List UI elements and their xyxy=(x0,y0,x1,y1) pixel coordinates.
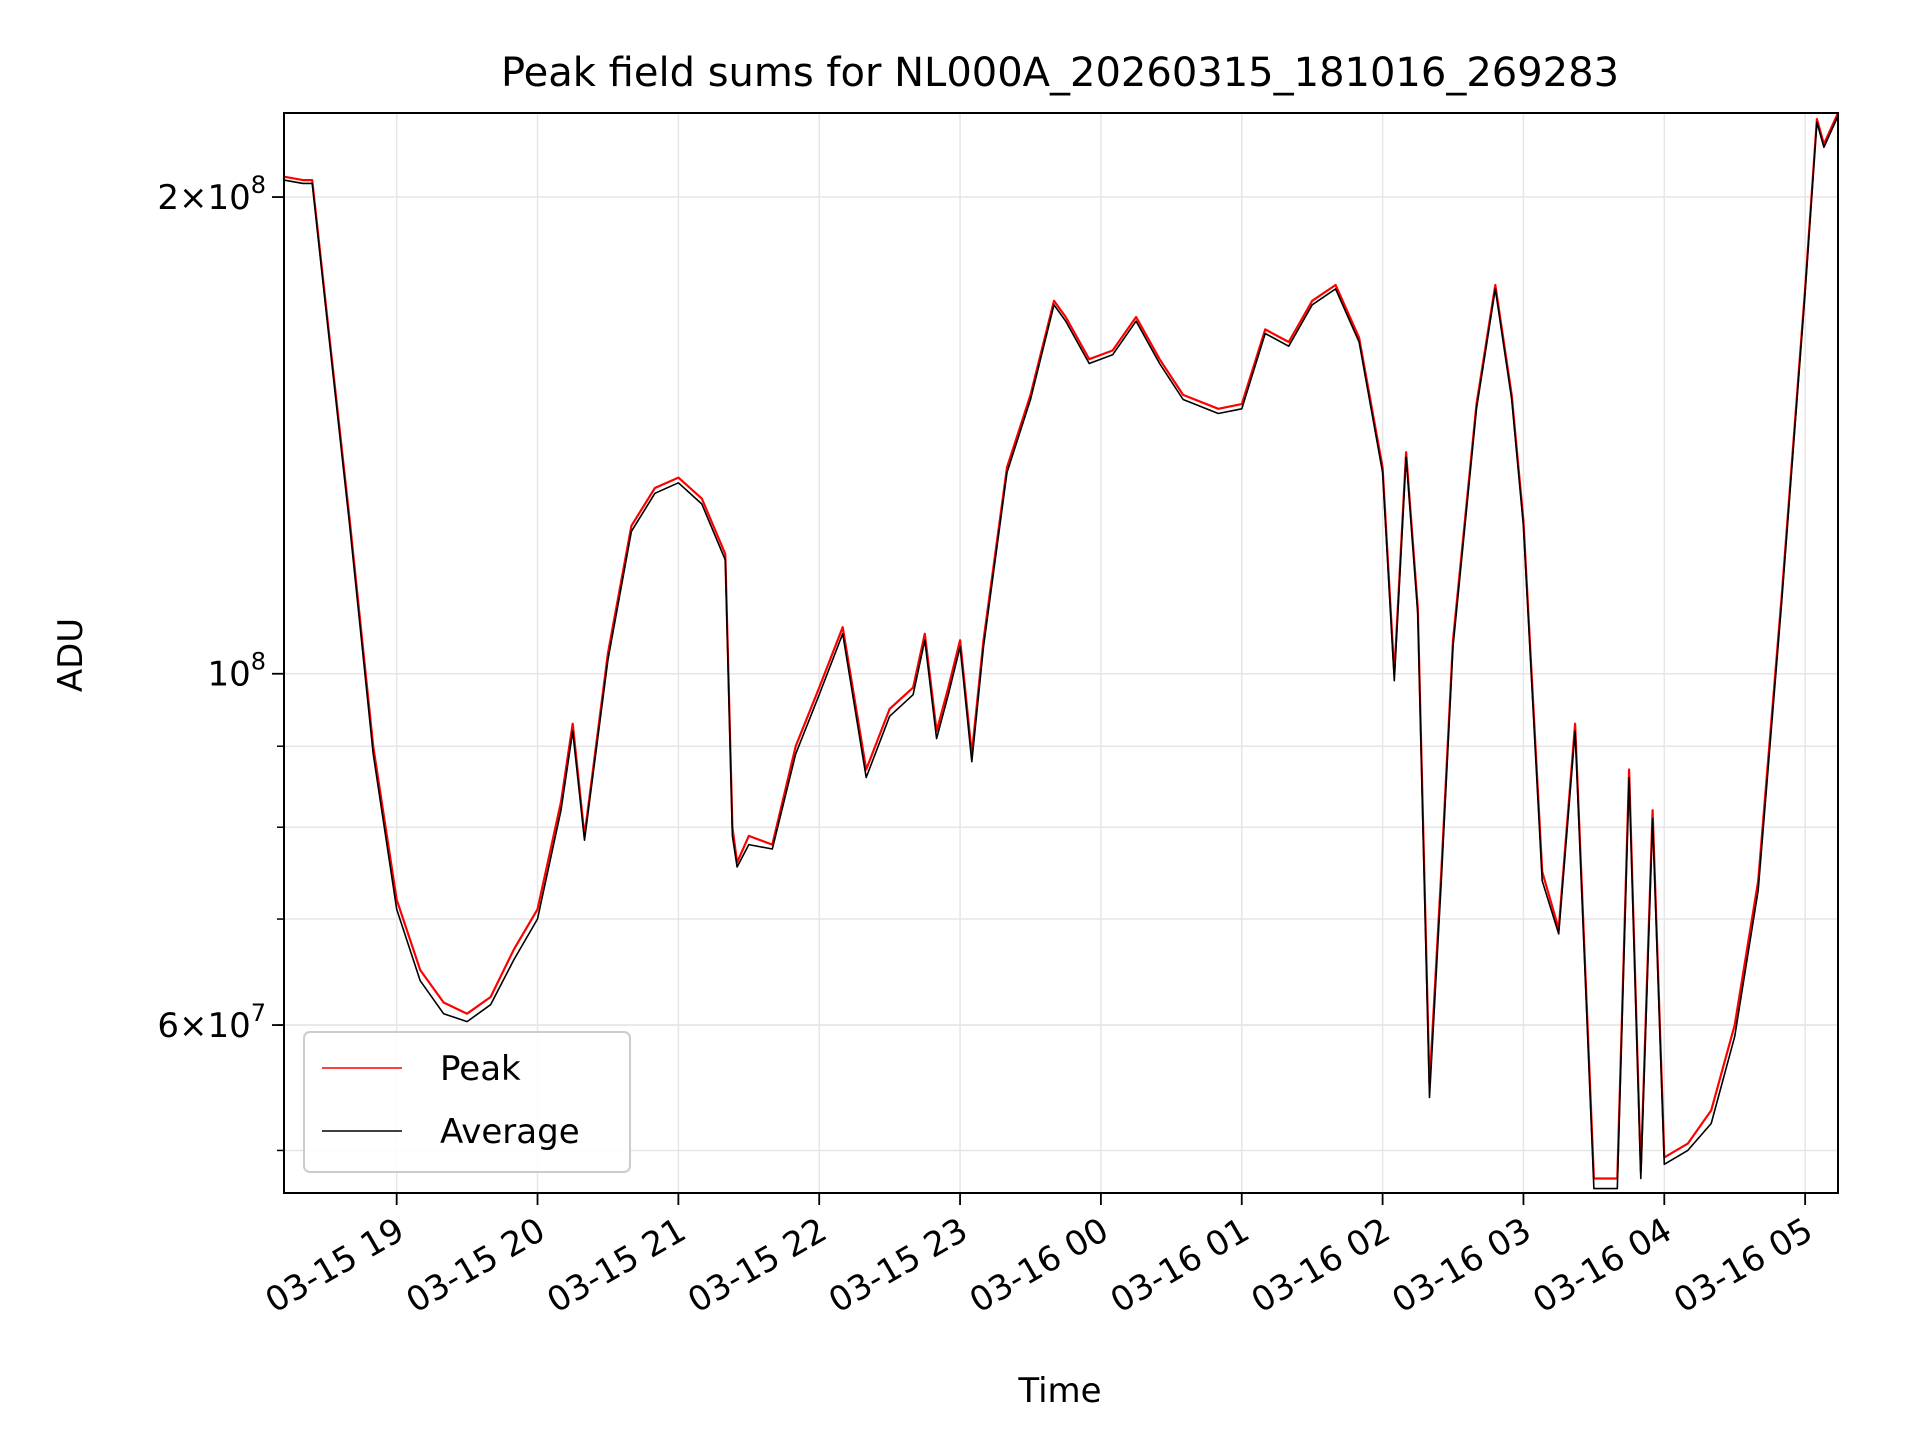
legend-label-peak: Peak xyxy=(440,1049,521,1089)
series-lines xyxy=(283,112,1840,1190)
legend-label-average: Average xyxy=(440,1112,580,1152)
chart-title: Peak field sums for NL000A_20260315_1810… xyxy=(501,50,1619,96)
y-tick-label: 108 xyxy=(207,648,266,695)
series-line-average xyxy=(283,115,1839,1190)
y-tick-label: 2×108 xyxy=(157,171,266,218)
axes-frame xyxy=(283,112,1839,1194)
y-axis-label: ADU xyxy=(51,618,91,692)
y-tick-label: 6×107 xyxy=(157,999,266,1046)
gridlines xyxy=(284,113,1838,1193)
series-line-peak xyxy=(283,112,1840,1180)
legend: Peak Average xyxy=(303,1031,631,1173)
legend-box xyxy=(303,1031,631,1173)
x-axis-label: Time xyxy=(1017,1371,1101,1411)
y-axis-ticks: 6×107 108 2×108 xyxy=(157,171,284,1152)
